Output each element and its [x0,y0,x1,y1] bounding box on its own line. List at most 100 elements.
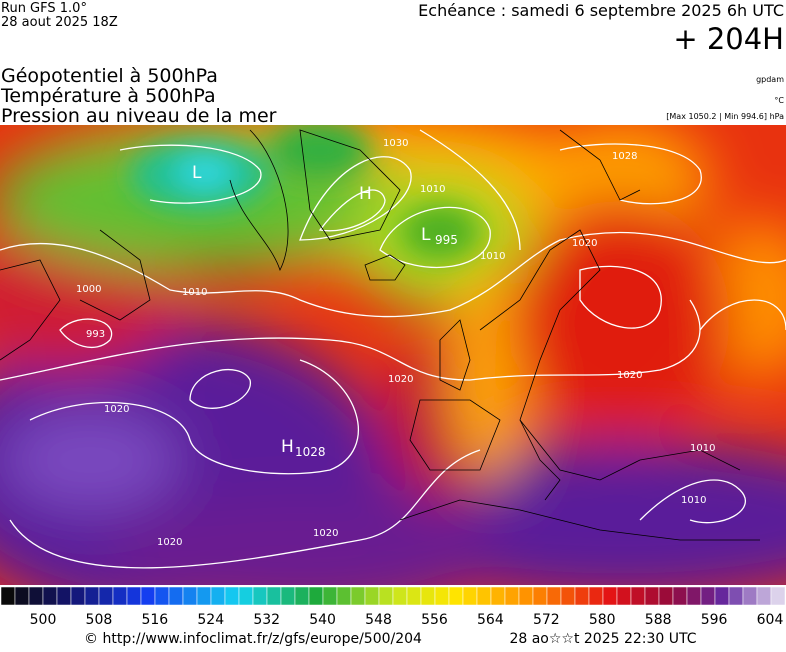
colorbar-swatch [630,586,646,606]
colorbar-swatch [574,586,590,606]
run-label: Run GFS 1.0° [1,1,87,16]
colorbar-swatch [546,586,562,606]
unit-label: gpdam [756,75,784,84]
isobar-label: 1020 [388,374,413,385]
colorbar-swatch [448,586,464,606]
colorbar-swatch [336,586,352,606]
colorbar-swatch [224,586,240,606]
colorbar-swatch [280,586,296,606]
colorbar-label: 596 [701,612,728,628]
isobar-label: 1010 [182,287,207,298]
isobar-label: 1010 [690,443,715,454]
colorbar-swatch [406,586,422,606]
colorbar-swatch [0,586,16,606]
coastlines [0,129,760,541]
isobar-label: 1020 [104,404,129,415]
colorbar-swatch [308,586,324,606]
colorbar-label: 556 [421,612,448,628]
colorbar-swatch [742,586,758,606]
isobars [0,129,786,569]
colorbar-swatch [392,586,408,606]
unit-label: °C [774,96,784,105]
center-letter: L [421,225,431,245]
isobar-label: 1020 [157,537,182,548]
isobar-label: 1000 [76,284,101,295]
colorbar-swatch [770,586,786,606]
colorbar-swatch [182,586,198,606]
colorbar-swatch [322,586,338,606]
colorbar-swatch [196,586,212,606]
lead-time: + 204H [673,22,784,56]
center-letter: H [359,184,372,204]
isobar-label: 1010 [480,251,505,262]
colorbar-swatch [420,586,436,606]
colorbar-label: 516 [141,612,168,628]
colorbar-swatch [28,586,44,606]
colorbar-label: 524 [197,612,224,628]
colorbar-swatch [560,586,576,606]
colorbar-swatch [728,586,744,606]
field-title: Géopotentiel à 500hPa [1,65,218,87]
colorbar-swatch [518,586,534,606]
colorbar-swatch [602,586,618,606]
center-letter: H [281,437,294,457]
colorbar-label: 572 [533,612,560,628]
field-title: Pression au niveau de la mer [1,105,277,127]
isobar-label: 1020 [572,238,597,249]
footer-source: © http://www.infoclimat.fr/z/gfs/europe/… [84,631,422,647]
field-title: Température à 500hPa [0,85,216,107]
colorbar-swatch [756,586,772,606]
isobar-label: 1010 [420,184,445,195]
colorbar-label: 532 [253,612,280,628]
colorbar-label: 540 [309,612,336,628]
colorbar-swatch [378,586,394,606]
center-value: 995 [435,233,458,247]
colorbar-swatch [364,586,380,606]
colorbar-swatch [588,586,604,606]
colorbar-label: 604 [757,612,784,628]
colorbar-swatch [490,586,506,606]
colorbar-swatch [70,586,86,606]
valid-time: Echéance : samedi 6 septembre 2025 6h UT… [418,1,784,20]
colorbar-swatch [98,586,114,606]
isobar-label: 1030 [383,138,408,149]
isobar-label: 1020 [617,370,642,381]
colorbar-swatch [56,586,72,606]
colorbar-swatch [154,586,170,606]
colorbar-swatch [644,586,660,606]
colorbar-swatch [672,586,688,606]
colorbar-label: 508 [86,612,113,628]
colorbar-swatch [294,586,310,606]
colorbar-swatch [504,586,520,606]
colorbar-label: 580 [589,612,616,628]
colorbar-swatch [112,586,128,606]
colorbar-swatch [462,586,478,606]
colorbar-swatch [434,586,450,606]
colorbar: 500 508 516 524 532 540 548 556 564 572 580 588 596 6… [0,586,786,628]
colorbar-label: 564 [477,612,504,628]
colorbar-swatch [686,586,702,606]
colorbar-swatch [266,586,282,606]
colorbar-swatch [42,586,58,606]
colorbar-swatch [616,586,632,606]
colorbar-swatch [140,586,156,606]
colorbar-label: 500 [30,612,57,628]
center-letter: L [192,163,202,183]
isobar-label: 1028 [612,151,637,162]
isobar-label: 1020 [313,528,338,539]
colorbar-swatch [476,586,492,606]
center-value: 1028 [295,445,326,459]
run-date: 28 aout 2025 18Z [1,15,118,30]
colorbar-swatch [210,586,226,606]
colorbar-swatch [700,586,716,606]
colorbar-label: 548 [365,612,392,628]
footer-date: 28 ao☆☆t 2025 22:30 UTC [509,631,696,647]
colorbar-swatch [532,586,548,606]
colorbar-label: 588 [645,612,672,628]
isobar-label: 1010 [681,495,706,506]
colorbar-swatch [252,586,268,606]
isobar-label: 993 [86,329,105,340]
colorbar-swatch [238,586,254,606]
colorbar-swatch [126,586,142,606]
